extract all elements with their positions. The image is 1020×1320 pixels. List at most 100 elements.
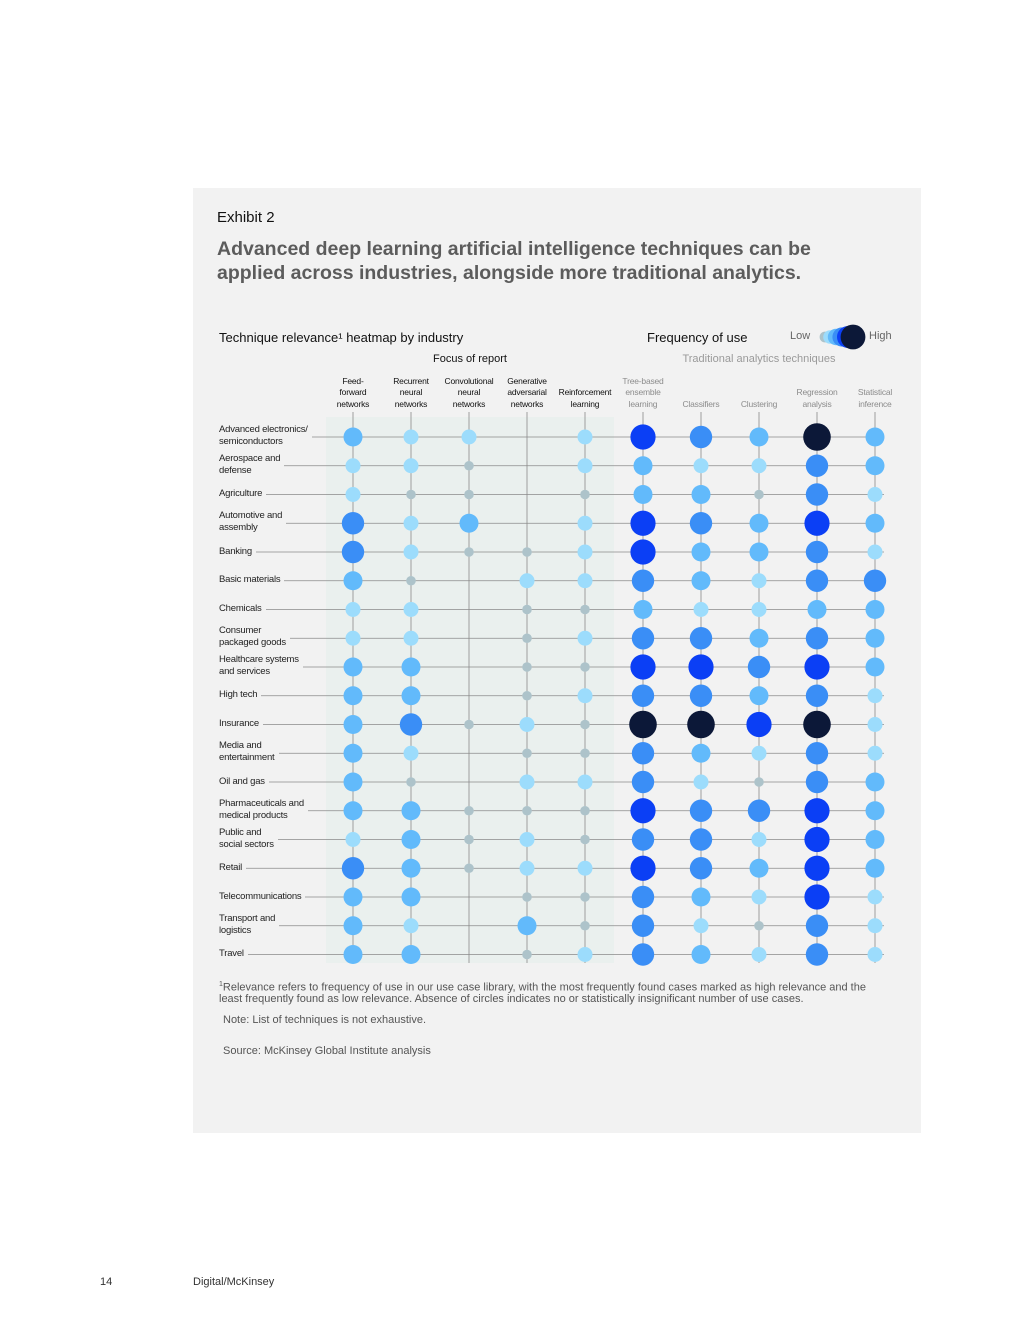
- heatmap-dot: [577, 947, 593, 962]
- heatmap-dot: [461, 429, 477, 445]
- heatmap-dot: [749, 513, 769, 533]
- heatmap-dot: [689, 512, 713, 535]
- heatmap-dot: [577, 860, 593, 876]
- heatmap-dot: [403, 918, 419, 934]
- heatmap-dot: [406, 575, 416, 586]
- heatmap-dot: [577, 774, 593, 790]
- heatmap-dot: [751, 745, 767, 761]
- heatmap-dot: [345, 602, 361, 617]
- heatmap-dot: [630, 539, 656, 565]
- publication-name: Digital/McKinsey: [193, 1276, 275, 1288]
- heatmap-dot: [519, 573, 535, 589]
- heatmap-dot: [343, 945, 363, 964]
- heatmap-dot: [633, 485, 653, 504]
- heatmap-dot: [464, 805, 474, 816]
- heatmap-dot: [751, 458, 767, 474]
- heatmap-dot: [519, 774, 535, 790]
- heatmap-dot: [689, 627, 713, 650]
- row-label: Automotive and assembly: [219, 510, 287, 535]
- heatmap-dot: [631, 684, 655, 707]
- heatmap-dot: [403, 515, 419, 531]
- heatmap-dot: [343, 916, 363, 936]
- heatmap-dot: [464, 489, 474, 500]
- heatmap-dot: [630, 654, 656, 680]
- heatmap-dot: [580, 805, 590, 816]
- heatmap-dot: [807, 600, 827, 619]
- row-label: Public and social sectors: [219, 826, 278, 851]
- heatmap-dot: [343, 887, 363, 907]
- heatmap-dot: [803, 710, 831, 739]
- source: Source: McKinsey Global Institute analys…: [223, 1045, 431, 1057]
- legend-low-label: Low: [790, 330, 811, 342]
- heatmap-dot: [751, 602, 767, 617]
- heatmap-dot: [751, 889, 767, 905]
- heatmap-dot: [464, 460, 474, 471]
- legend-high-label: High: [869, 330, 892, 342]
- heatmap-dot: [631, 770, 655, 794]
- focus-group-label: Focus of report: [433, 353, 507, 365]
- heatmap-dot: [522, 604, 532, 615]
- row-label: Chemicals: [219, 603, 266, 615]
- row-label: Telecommunications: [219, 890, 306, 903]
- row-label: Basic materials: [219, 574, 285, 587]
- heatmap-dot: [804, 855, 830, 881]
- heatmap-dot: [865, 600, 885, 619]
- heatmap-dot: [689, 828, 713, 851]
- heatmap-dot: [633, 600, 653, 619]
- column-header-7: Clustering: [740, 398, 778, 409]
- heatmap-dot: [689, 857, 713, 880]
- heatmap-dot: [867, 487, 883, 502]
- heatmap-dot: [865, 427, 885, 447]
- heatmap-dot: [403, 429, 419, 445]
- heatmap-dot: [403, 630, 419, 646]
- heatmap-dot: [519, 860, 535, 876]
- heatmap-dot: [805, 627, 829, 650]
- row-label: Agriculture: [219, 488, 267, 500]
- heatmap-dot: [749, 628, 769, 648]
- heatmap-dot: [522, 633, 532, 644]
- heatmap-dot: [345, 630, 361, 646]
- heatmap-dot: [805, 943, 829, 966]
- heatmap-dot: [805, 770, 829, 794]
- heatmap-dot: [577, 458, 593, 474]
- heatmap-dot: [401, 657, 421, 677]
- heatmap-dot: [580, 662, 590, 672]
- heatmap-dot: [803, 423, 831, 451]
- heatmap-dot: [867, 889, 883, 905]
- heatmap-dot: [865, 657, 885, 677]
- heatmap-dot: [749, 427, 769, 447]
- note: Note: List of techniques is not exhausti…: [223, 1014, 427, 1026]
- heatmap-dot: [577, 688, 593, 704]
- heatmap-dot: [345, 458, 361, 474]
- heatmap-dot: [403, 745, 419, 761]
- heatmap-dot: [519, 832, 535, 847]
- heatmap-dot: [865, 772, 885, 792]
- heatmap-dot: [805, 742, 829, 765]
- heatmap-dot: [633, 456, 653, 476]
- heatmap-dot: [867, 947, 883, 962]
- traditional-group-label: Traditional analytics techniques: [682, 353, 836, 365]
- footnote: 1Relevance refers to frequency of use in…: [219, 979, 889, 1006]
- column-header-5: Tree-based ensemble learning: [622, 375, 664, 409]
- heatmap-dot: [805, 540, 829, 564]
- heatmap-dot: [805, 914, 829, 937]
- row-label: Insurance: [219, 718, 263, 730]
- heatmap-dot: [865, 858, 885, 878]
- heatmap-dot: [631, 828, 655, 851]
- heatmap-dot: [805, 684, 829, 707]
- heatmap-dot: [746, 711, 772, 738]
- heatmap-dot: [401, 801, 421, 821]
- heatmap-dot: [517, 916, 537, 936]
- row-label: High tech: [219, 689, 262, 702]
- heatmap-dot: [629, 710, 657, 739]
- legend-dot: [840, 324, 866, 350]
- heatmap-dot: [580, 489, 590, 500]
- heatmap-dot: [341, 540, 365, 564]
- heatmap-dot: [577, 630, 593, 646]
- heatmap-dot: [343, 657, 363, 677]
- heatmap-dot: [343, 427, 363, 447]
- heatmap-dot: [519, 717, 535, 732]
- heatmap-dot: [747, 655, 771, 679]
- heatmap-dot: [805, 483, 829, 506]
